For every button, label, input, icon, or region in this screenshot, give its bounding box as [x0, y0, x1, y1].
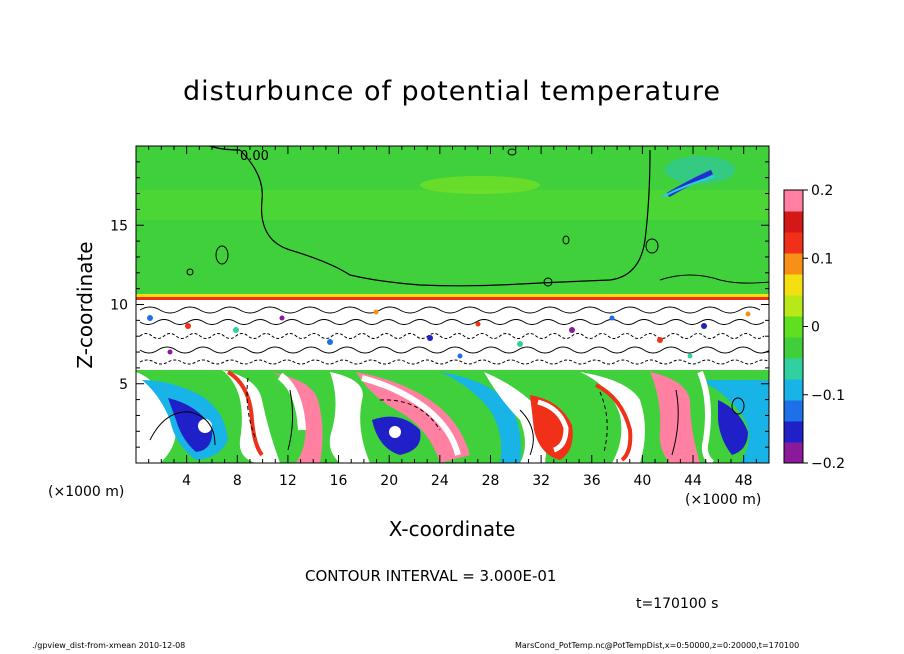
- colorbar-tick-label: 0: [811, 320, 820, 336]
- contour-interval-label: CONTOUR INTERVAL = 3.000E-01: [305, 567, 557, 585]
- colorbar-swatch: [784, 358, 803, 380]
- mixing-zone: [136, 300, 769, 370]
- x-tick-label: 32: [532, 473, 550, 489]
- mixing-specks: [147, 309, 751, 359]
- colorbar-swatch: [784, 190, 803, 212]
- upper-blob: [665, 156, 735, 184]
- colorbar-swatch: [784, 295, 803, 317]
- footer-right: MarsCond_PotTemp.nc@PotTempDist,x=0:5000…: [515, 641, 800, 650]
- upper-blob: [420, 176, 540, 194]
- zero-contour: [239, 149, 651, 287]
- x-unit-left: (×1000 m): [48, 484, 125, 500]
- colorbar-swatch: [784, 442, 803, 464]
- convective-cells: [136, 370, 769, 463]
- x-unit-right: (×1000 m): [685, 492, 762, 508]
- y-axis-ticks: 5 10 15: [110, 161, 769, 448]
- x-axis-title: X-coordinate: [389, 517, 516, 541]
- colorbar-swatch: [784, 400, 803, 422]
- x-tick-label: 24: [431, 473, 449, 489]
- heatmap-field: 0.00: [136, 146, 769, 463]
- footer-left: ./gpview_dist-from-xmean 2010-12-08: [32, 641, 186, 650]
- colorbar-swatch: [784, 211, 803, 233]
- contour-value-label: 0.00: [240, 149, 269, 164]
- colorbar: [784, 190, 803, 464]
- y-axis-title: Z-coordinate: [73, 241, 97, 368]
- y-tick-label: 5: [119, 377, 128, 393]
- x-tick-label: 36: [583, 473, 601, 489]
- x-tick-label: 4: [182, 473, 191, 489]
- chart-title: disturbunce of potential temperature: [183, 76, 721, 107]
- x-axis-ticks: 4 8 12 16 20 24 28 32 36 40 44 48: [148, 146, 757, 489]
- colorbar-swatch: [784, 232, 803, 254]
- x-tick-label: 40: [633, 473, 651, 489]
- time-label: t=170100 s: [636, 596, 719, 612]
- colorbar-tick-label: 0.2: [811, 183, 833, 199]
- inversion-red: [136, 297, 769, 300]
- small-contours: [186, 148, 769, 287]
- upper-layer-band: [136, 190, 769, 220]
- x-tick-label: 48: [735, 473, 753, 489]
- x-tick-label: 20: [380, 473, 398, 489]
- colorbar-swatch: [784, 253, 803, 275]
- upper-layer-fill: [136, 146, 769, 296]
- upper-cyan-streak: [661, 175, 716, 198]
- y-tick-label: 10: [110, 298, 128, 314]
- colorbar-swatch: [784, 274, 803, 296]
- x-tick-label: 44: [684, 473, 702, 489]
- colorbar-swatch: [784, 379, 803, 401]
- colorbar-tick-label: 0.1: [811, 251, 833, 267]
- x-tick-label: 8: [233, 473, 242, 489]
- x-tick-label: 16: [330, 473, 348, 489]
- colorbar-swatch: [784, 337, 803, 359]
- y-tick-label: 15: [110, 218, 128, 234]
- lower-contours: [149, 377, 745, 456]
- colorbar-ticks: 0.2 0.1 0 −0.1 −0.2: [803, 183, 845, 472]
- inversion-yellow: [136, 294, 769, 297]
- colorbar-swatch: [784, 421, 803, 443]
- colorbar-tick-label: −0.1: [811, 388, 845, 404]
- colorbar-tick-label: −0.2: [811, 456, 845, 472]
- colorbar-swatch: [784, 316, 803, 338]
- x-tick-label: 28: [482, 473, 500, 489]
- x-tick-label: 12: [279, 473, 297, 489]
